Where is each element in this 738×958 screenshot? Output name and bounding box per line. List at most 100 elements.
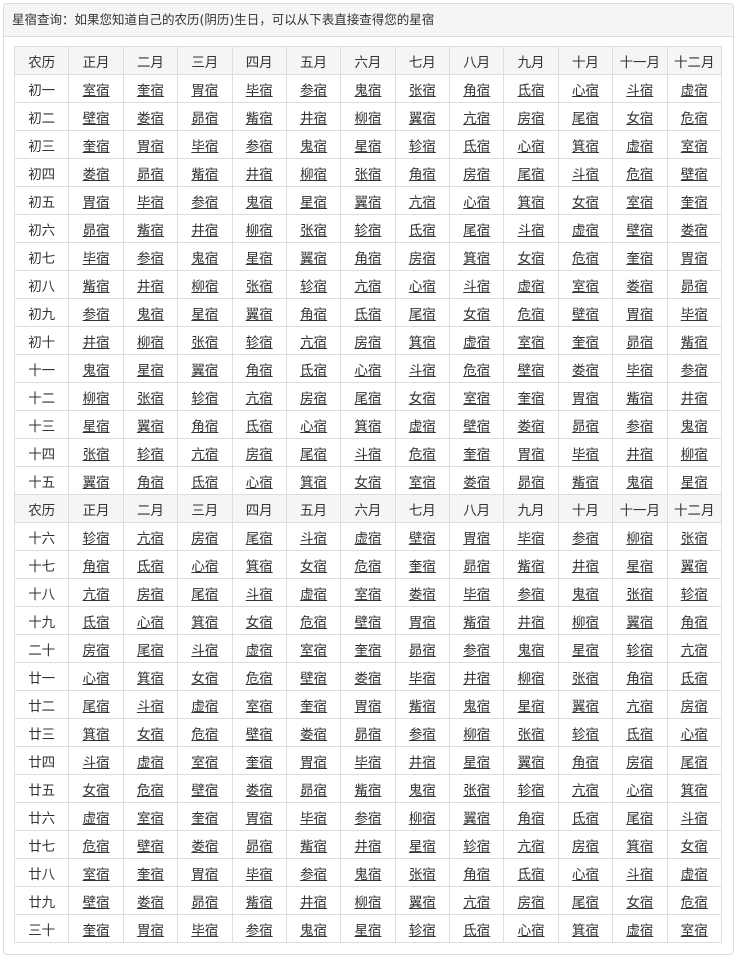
xingxiu-link[interactable]: 箕宿 bbox=[300, 474, 328, 491]
xingxiu-link[interactable]: 鬼宿 bbox=[136, 306, 164, 323]
xingxiu-link[interactable]: 鬼宿 bbox=[300, 138, 328, 155]
xingxiu-link[interactable]: 轸宿 bbox=[463, 838, 491, 855]
xingxiu-link[interactable]: 鬼宿 bbox=[517, 642, 545, 659]
xingxiu-link[interactable]: 张宿 bbox=[245, 278, 273, 295]
xingxiu-link[interactable]: 壁宿 bbox=[571, 306, 599, 323]
xingxiu-link[interactable]: 翼宿 bbox=[136, 418, 164, 435]
xingxiu-link[interactable]: 星宿 bbox=[408, 838, 436, 855]
xingxiu-link[interactable]: 危宿 bbox=[300, 614, 328, 631]
xingxiu-link[interactable]: 角宿 bbox=[463, 82, 491, 99]
xingxiu-link[interactable]: 心宿 bbox=[680, 726, 708, 743]
xingxiu-link[interactable]: 室宿 bbox=[300, 642, 328, 659]
xingxiu-link[interactable]: 参宿 bbox=[680, 362, 708, 379]
xingxiu-link[interactable]: 昴宿 bbox=[191, 894, 219, 911]
xingxiu-link[interactable]: 胃宿 bbox=[136, 138, 164, 155]
xingxiu-link[interactable]: 张宿 bbox=[626, 586, 654, 603]
xingxiu-link[interactable]: 星宿 bbox=[517, 698, 545, 715]
xingxiu-link[interactable]: 虚宿 bbox=[626, 922, 654, 939]
xingxiu-link[interactable]: 斗宿 bbox=[408, 362, 436, 379]
xingxiu-link[interactable]: 心宿 bbox=[626, 782, 654, 799]
xingxiu-link[interactable]: 角宿 bbox=[136, 474, 164, 491]
xingxiu-link[interactable]: 房宿 bbox=[354, 334, 382, 351]
xingxiu-link[interactable]: 觜宿 bbox=[136, 222, 164, 239]
xingxiu-link[interactable]: 娄宿 bbox=[136, 110, 164, 127]
xingxiu-link[interactable]: 斗宿 bbox=[571, 166, 599, 183]
xingxiu-link[interactable]: 毕宿 bbox=[626, 362, 654, 379]
xingxiu-link[interactable]: 参宿 bbox=[300, 866, 328, 883]
xingxiu-link[interactable]: 氐宿 bbox=[300, 362, 328, 379]
xingxiu-link[interactable]: 鬼宿 bbox=[626, 474, 654, 491]
xingxiu-link[interactable]: 毕宿 bbox=[571, 446, 599, 463]
xingxiu-link[interactable]: 尾宿 bbox=[517, 166, 545, 183]
xingxiu-link[interactable]: 角宿 bbox=[680, 614, 708, 631]
xingxiu-link[interactable]: 鬼宿 bbox=[463, 698, 491, 715]
xingxiu-link[interactable]: 张宿 bbox=[82, 446, 110, 463]
xingxiu-link[interactable]: 尾宿 bbox=[626, 810, 654, 827]
xingxiu-link[interactable]: 氐宿 bbox=[354, 306, 382, 323]
xingxiu-link[interactable]: 虚宿 bbox=[408, 418, 436, 435]
xingxiu-link[interactable]: 奎宿 bbox=[82, 138, 110, 155]
xingxiu-link[interactable]: 女宿 bbox=[626, 894, 654, 911]
xingxiu-link[interactable]: 房宿 bbox=[626, 754, 654, 771]
xingxiu-link[interactable]: 角宿 bbox=[517, 810, 545, 827]
xingxiu-link[interactable]: 斗宿 bbox=[517, 222, 545, 239]
xingxiu-link[interactable]: 心宿 bbox=[571, 866, 599, 883]
xingxiu-link[interactable]: 心宿 bbox=[463, 194, 491, 211]
xingxiu-link[interactable]: 奎宿 bbox=[191, 810, 219, 827]
xingxiu-link[interactable]: 柳宿 bbox=[408, 810, 436, 827]
xingxiu-link[interactable]: 奎宿 bbox=[300, 698, 328, 715]
xingxiu-link[interactable]: 斗宿 bbox=[626, 82, 654, 99]
xingxiu-link[interactable]: 心宿 bbox=[408, 278, 436, 295]
xingxiu-link[interactable]: 井宿 bbox=[136, 278, 164, 295]
xingxiu-link[interactable]: 斗宿 bbox=[463, 278, 491, 295]
xingxiu-link[interactable]: 昴宿 bbox=[517, 474, 545, 491]
xingxiu-link[interactable]: 娄宿 bbox=[517, 418, 545, 435]
xingxiu-link[interactable]: 鬼宿 bbox=[300, 922, 328, 939]
xingxiu-link[interactable]: 柳宿 bbox=[517, 670, 545, 687]
xingxiu-link[interactable]: 女宿 bbox=[191, 670, 219, 687]
xingxiu-link[interactable]: 柳宿 bbox=[354, 894, 382, 911]
xingxiu-link[interactable]: 井宿 bbox=[354, 838, 382, 855]
xingxiu-link[interactable]: 娄宿 bbox=[136, 894, 164, 911]
xingxiu-link[interactable]: 尾宿 bbox=[245, 530, 273, 547]
xingxiu-link[interactable]: 参宿 bbox=[191, 194, 219, 211]
xingxiu-link[interactable]: 氐宿 bbox=[136, 558, 164, 575]
xingxiu-link[interactable]: 胃宿 bbox=[354, 698, 382, 715]
xingxiu-link[interactable]: 娄宿 bbox=[191, 838, 219, 855]
xingxiu-link[interactable]: 胃宿 bbox=[82, 194, 110, 211]
xingxiu-link[interactable]: 星宿 bbox=[354, 922, 382, 939]
xingxiu-link[interactable]: 参宿 bbox=[517, 586, 545, 603]
xingxiu-link[interactable]: 壁宿 bbox=[191, 782, 219, 799]
xingxiu-link[interactable]: 鬼宿 bbox=[354, 866, 382, 883]
xingxiu-link[interactable]: 房宿 bbox=[136, 586, 164, 603]
xingxiu-link[interactable]: 角宿 bbox=[626, 670, 654, 687]
xingxiu-link[interactable]: 女宿 bbox=[82, 782, 110, 799]
xingxiu-link[interactable]: 翼宿 bbox=[571, 698, 599, 715]
xingxiu-link[interactable]: 井宿 bbox=[463, 670, 491, 687]
xingxiu-link[interactable]: 井宿 bbox=[82, 334, 110, 351]
xingxiu-link[interactable]: 胃宿 bbox=[245, 810, 273, 827]
xingxiu-link[interactable]: 氐宿 bbox=[82, 614, 110, 631]
xingxiu-link[interactable]: 亢宿 bbox=[300, 334, 328, 351]
xingxiu-link[interactable]: 娄宿 bbox=[680, 222, 708, 239]
xingxiu-link[interactable]: 奎宿 bbox=[680, 194, 708, 211]
xingxiu-link[interactable]: 亢宿 bbox=[408, 194, 436, 211]
xingxiu-link[interactable]: 斗宿 bbox=[191, 642, 219, 659]
xingxiu-link[interactable]: 室宿 bbox=[245, 698, 273, 715]
xingxiu-link[interactable]: 斗宿 bbox=[626, 866, 654, 883]
xingxiu-link[interactable]: 翼宿 bbox=[82, 474, 110, 491]
xingxiu-link[interactable]: 危宿 bbox=[517, 306, 545, 323]
xingxiu-link[interactable]: 心宿 bbox=[571, 82, 599, 99]
xingxiu-link[interactable]: 柳宿 bbox=[82, 390, 110, 407]
xingxiu-link[interactable]: 参宿 bbox=[136, 250, 164, 267]
xingxiu-link[interactable]: 轸宿 bbox=[354, 222, 382, 239]
xingxiu-link[interactable]: 箕宿 bbox=[571, 138, 599, 155]
xingxiu-link[interactable]: 房宿 bbox=[300, 390, 328, 407]
xingxiu-link[interactable]: 心宿 bbox=[517, 922, 545, 939]
xingxiu-link[interactable]: 箕宿 bbox=[463, 250, 491, 267]
xingxiu-link[interactable]: 参宿 bbox=[408, 726, 436, 743]
xingxiu-link[interactable]: 房宿 bbox=[680, 698, 708, 715]
xingxiu-link[interactable]: 张宿 bbox=[408, 866, 436, 883]
xingxiu-link[interactable]: 女宿 bbox=[136, 726, 164, 743]
xingxiu-link[interactable]: 张宿 bbox=[354, 166, 382, 183]
